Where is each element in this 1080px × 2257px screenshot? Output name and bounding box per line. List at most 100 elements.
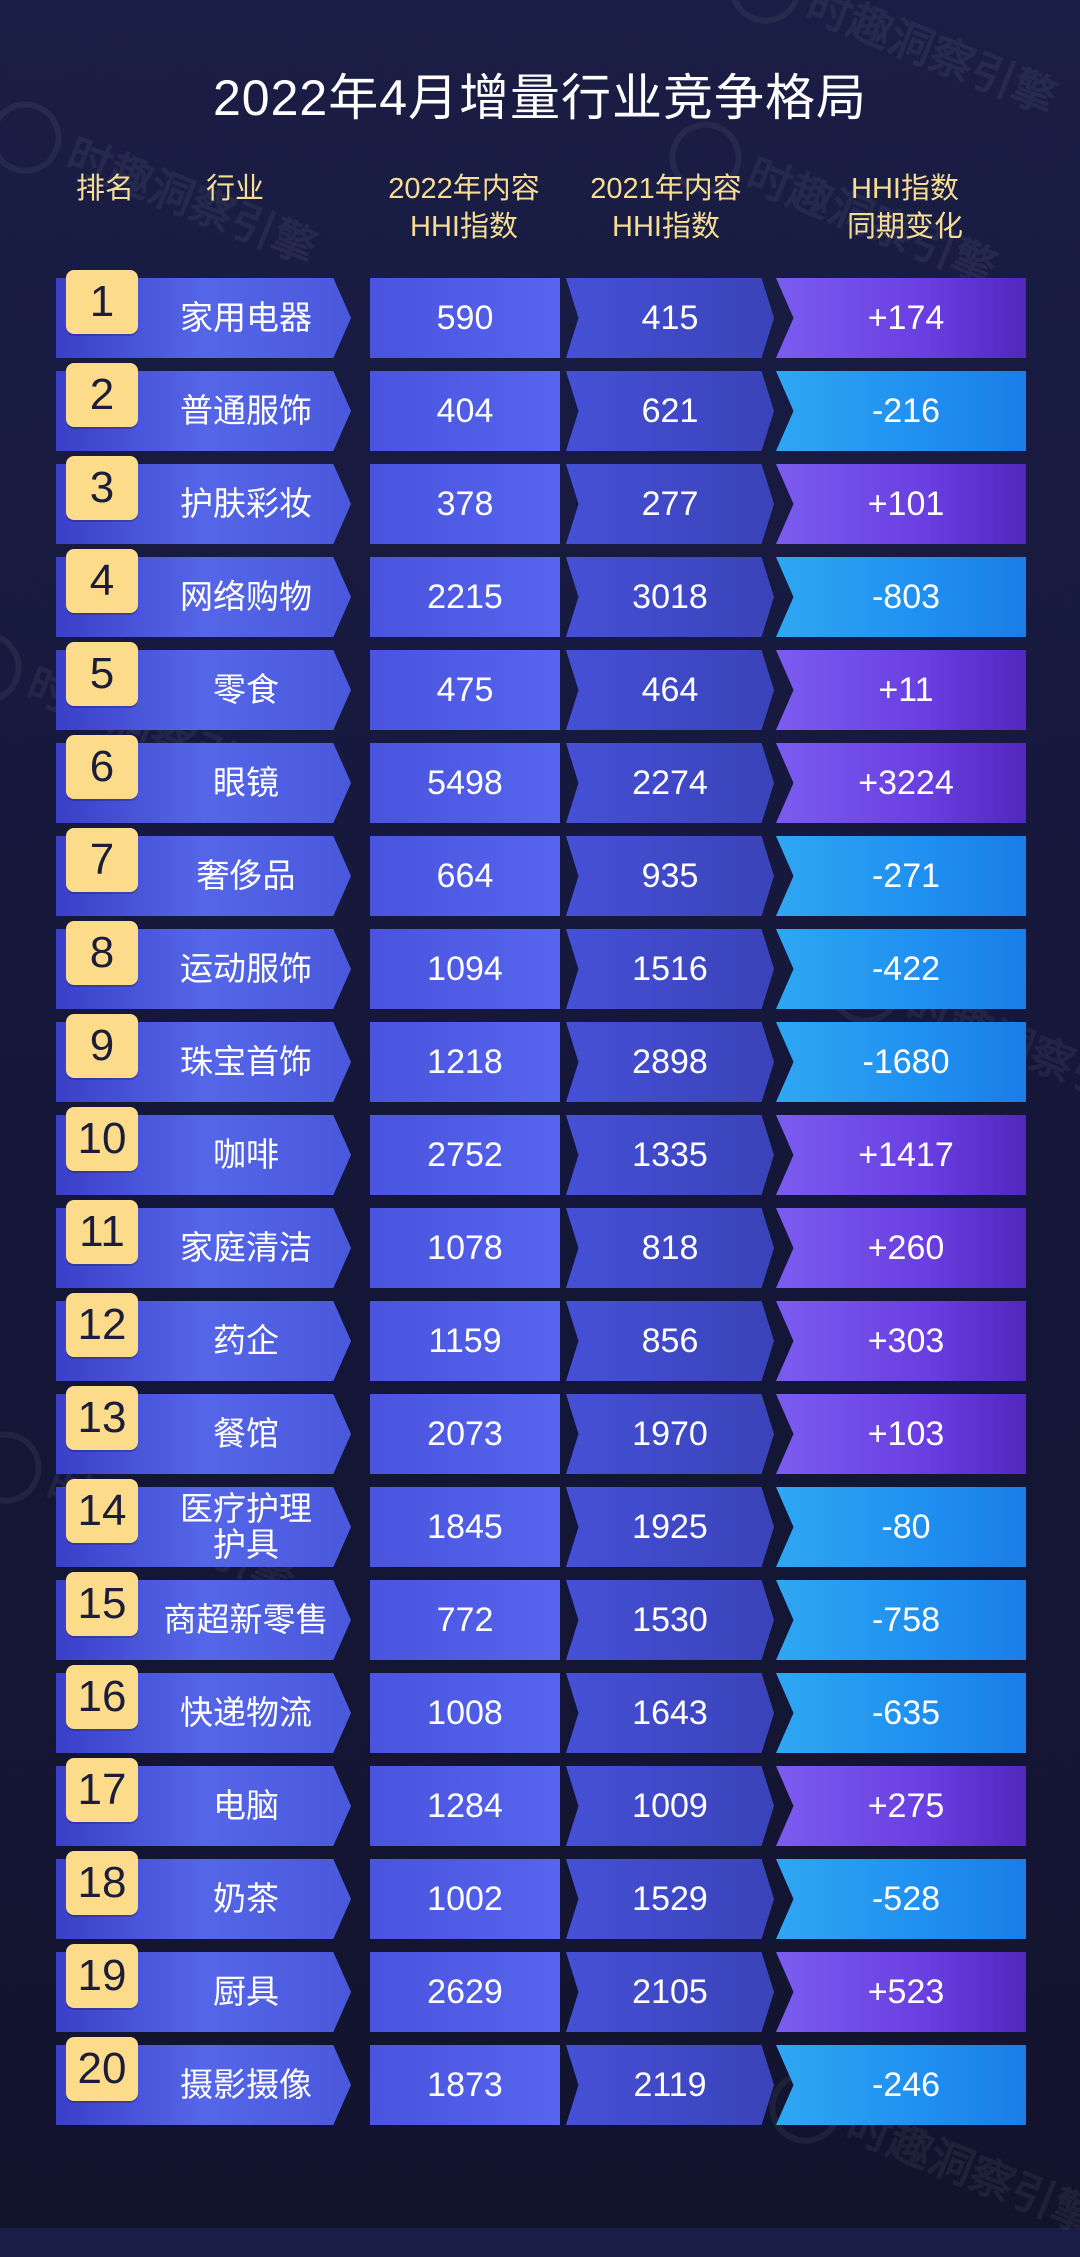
hhi-change-value: +174 [867,298,945,337]
table-row: 眼镜 6 5498 2274 +3224 [56,735,1026,823]
hhi-2022-value: 1845 [427,1507,503,1546]
table-row: 厨具 19 2629 2105 +523 [56,1944,1026,2032]
rank-badge: 13 [66,1386,138,1450]
table-row: 奢侈品 7 664 935 -271 [56,828,1026,916]
hhi-change-value: +101 [867,484,945,523]
table-row: 快递物流 16 1008 1643 -635 [56,1665,1026,1753]
hhi-2022-value: 1159 [428,1321,502,1360]
hhi-2022-cell: 2752 [370,1115,560,1195]
hhi-2021-value: 1516 [632,949,708,988]
hhi-2022-value: 378 [436,484,494,523]
industry-name: 网络购物 [180,578,312,615]
header-hhi-2022: 2022年内容 HHI指数 [388,173,540,243]
hhi-2021-cell: 856 [566,1301,774,1381]
rank-badge: 9 [66,1014,138,1078]
header-hhi-2021: 2021年内容 HHI指数 [590,173,742,243]
hhi-2021-value: 1009 [632,1786,708,1825]
table-row: 摄影摄像 20 1873 2119 -246 [56,2037,1026,2125]
hhi-2021-cell: 1970 [566,1394,774,1474]
rank-badge: 3 [66,456,138,520]
hhi-change-value: -216 [871,391,941,430]
hhi-2021-cell: 621 [566,371,774,451]
industry-name: 运动服饰 [180,950,312,987]
hhi-2022-value: 1284 [427,1786,503,1825]
rank-badge: 7 [66,828,138,892]
hhi-2021-cell: 818 [566,1208,774,1288]
hhi-change-value: -528 [871,1879,941,1918]
header-industry: 行业 [205,173,264,205]
industry-name: 护肤彩妆 [180,485,312,522]
rank-badge: 18 [66,1851,138,1915]
hhi-change-value: +275 [867,1786,945,1825]
table-row: 电脑 17 1284 1009 +275 [56,1758,1026,1846]
hhi-change-value: -422 [871,949,941,988]
hhi-change-cell: -635 [776,1673,1026,1753]
hhi-change-cell: +101 [776,464,1026,544]
hhi-2021-cell: 2105 [566,1952,774,2032]
hhi-2022-value: 2215 [427,577,503,616]
hhi-change-value: +3224 [858,763,954,802]
hhi-change-value: -246 [871,2065,941,2104]
table-row: 咖啡 10 2752 1335 +1417 [56,1107,1026,1195]
rank-badge: 4 [66,549,138,613]
hhi-change-value: +260 [867,1228,945,1267]
industry-name: 眼镜 [213,764,279,801]
hhi-change-cell: +260 [776,1208,1026,1288]
hhi-2022-cell: 590 [370,278,560,358]
rank-badge: 14 [66,1479,138,1543]
industry-name: 快递物流 [180,1694,312,1731]
hhi-2021-value: 2274 [632,763,708,802]
hhi-change-value: +11 [878,670,934,709]
hhi-2021-value: 3018 [632,577,708,616]
hhi-change-cell: +523 [776,1952,1026,2032]
hhi-2021-value: 2898 [632,1042,708,1081]
rank-badge: 17 [66,1758,138,1822]
hhi-2022-value: 1078 [427,1228,503,1267]
hhi-2021-value: 2119 [633,2065,707,2104]
hhi-2022-cell: 1284 [370,1766,560,1846]
industry-name: 奶茶 [213,1880,279,1917]
hhi-change-value: +103 [867,1414,945,1453]
hhi-change-cell: +3224 [776,743,1026,823]
table-row: 零食 5 475 464 +11 [56,642,1026,730]
header-hhi-change: HHI指数 同期变化 [846,173,963,243]
rank-badge: 15 [66,1572,138,1636]
rank-badge: 11 [66,1200,138,1264]
hhi-2021-value: 1643 [632,1693,708,1732]
hhi-2022-cell: 475 [370,650,560,730]
hhi-change-value: +1417 [858,1135,954,1174]
industry-name: 奢侈品 [196,857,296,894]
hhi-2022-cell: 1218 [370,1022,560,1102]
hhi-2021-value: 1970 [632,1414,708,1453]
hhi-change-cell: +303 [776,1301,1026,1381]
hhi-change-value: -803 [871,577,941,616]
hhi-2022-cell: 772 [370,1580,560,1660]
table-row: 奶茶 18 1002 1529 -528 [56,1851,1026,1939]
hhi-2022-value: 1008 [427,1693,503,1732]
hhi-change-value: -1680 [862,1042,950,1081]
hhi-2022-cell: 404 [370,371,560,451]
industry-name: 零食 [213,671,279,708]
page-title: 2022年4月增量行业竞争格局 [212,70,868,126]
hhi-2021-cell: 1009 [566,1766,774,1846]
rank-badge: 20 [66,2037,138,2101]
rank-badge: 19 [66,1944,138,2008]
hhi-2022-value: 1002 [427,1879,503,1918]
hhi-change-cell: -271 [776,836,1026,916]
hhi-change-value: -80 [881,1507,931,1546]
hhi-2022-value: 772 [436,1600,494,1639]
hhi-2021-cell: 2898 [566,1022,774,1102]
hhi-2022-cell: 1002 [370,1859,560,1939]
hhi-change-value: -758 [871,1600,941,1639]
hhi-2022-value: 2629 [427,1972,503,2011]
hhi-change-cell: -216 [776,371,1026,451]
hhi-2021-value: 464 [641,670,699,709]
hhi-2021-value: 415 [641,298,699,337]
table-row: 家庭清洁 11 1078 818 +260 [56,1200,1026,1288]
hhi-change-cell: +11 [776,650,1026,730]
hhi-2021-cell: 1516 [566,929,774,1009]
hhi-2022-value: 1218 [427,1042,503,1081]
hhi-2021-value: 856 [641,1321,699,1360]
table-row: 普通服饰 2 404 621 -216 [56,363,1026,451]
